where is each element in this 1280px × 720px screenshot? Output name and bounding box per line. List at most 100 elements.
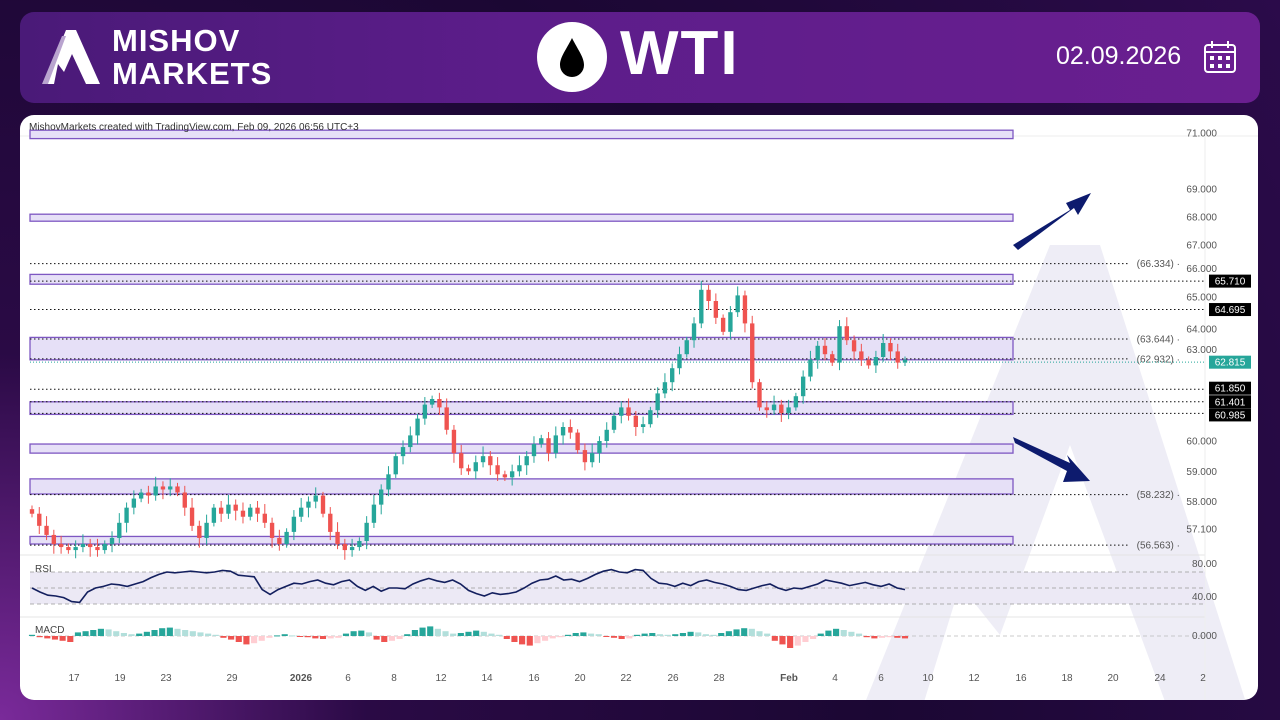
macd-histogram-bar — [189, 631, 196, 636]
candle-body — [502, 474, 508, 478]
macd-histogram-bar — [143, 631, 150, 636]
candle-body — [306, 501, 311, 508]
macd-histogram-bar — [381, 636, 388, 642]
price-tick: 64.000 — [1186, 325, 1217, 336]
macd-histogram-bar — [373, 636, 380, 640]
macd-histogram-bar — [564, 634, 572, 636]
candle-body — [429, 399, 435, 405]
candle-body — [357, 540, 362, 548]
macd-histogram-bar — [595, 634, 602, 636]
price-chart[interactable]: (66.334) · (63.644) · (62.932) · (58.232) ·… — [20, 115, 1258, 700]
macd-histogram-bar — [136, 633, 143, 636]
candle-body — [859, 351, 864, 360]
time-tick: 26 — [667, 673, 679, 684]
macd-histogram-bar — [764, 633, 771, 636]
macd-histogram-bar — [450, 633, 457, 636]
macd-histogram-bar — [748, 628, 755, 636]
candle-body — [677, 354, 682, 369]
macd-histogram-bar — [672, 634, 679, 636]
candle-body — [298, 507, 304, 517]
price-tick: 65.000 — [1186, 293, 1217, 304]
candle-body — [364, 522, 369, 541]
candle-body — [662, 382, 668, 394]
macd-histogram-bar — [718, 633, 725, 636]
level-label: (63.644) · — [1137, 334, 1180, 345]
candle-body — [495, 465, 500, 475]
macd-histogram-bar — [496, 634, 503, 636]
macd-histogram-bar — [871, 636, 878, 639]
macd-histogram-bar — [105, 629, 112, 636]
macd-histogram-bar — [51, 636, 59, 640]
price-tick: 57.100 — [1186, 524, 1217, 535]
candle-body — [640, 424, 646, 427]
candle-body — [524, 456, 529, 466]
candle-body — [335, 531, 340, 545]
support-resistance-zone — [29, 213, 1014, 222]
candle-body — [473, 462, 478, 472]
time-tick: 29 — [226, 673, 238, 684]
support-resistance-zone — [29, 273, 1014, 285]
price-tag: 61.401 — [1215, 397, 1246, 408]
macd-histogram-bar — [442, 631, 449, 636]
candle-body — [284, 531, 289, 545]
candle-body — [560, 427, 566, 436]
candle-body — [444, 407, 449, 430]
candle-body — [408, 435, 413, 448]
macd-histogram-bar — [488, 633, 495, 636]
candle-body — [553, 435, 558, 454]
candle-body — [386, 474, 391, 490]
mishov-logo-icon — [42, 30, 100, 84]
candle-body — [844, 326, 849, 341]
macd-histogram-bar — [128, 634, 135, 636]
time-tick: 24 — [1154, 673, 1166, 684]
candle-body — [531, 444, 537, 457]
macd-histogram-bar — [174, 628, 181, 636]
candle-body — [342, 544, 348, 551]
candle-body — [764, 407, 769, 411]
level-label: (56.563) · — [1137, 541, 1180, 552]
candle-body — [728, 312, 733, 332]
candle-body — [488, 456, 493, 466]
macd-histogram-bar — [296, 636, 304, 637]
level-label: (66.334) · — [1137, 259, 1180, 270]
candle-body — [117, 522, 122, 538]
macd-histogram-bar — [817, 633, 824, 636]
time-tick: 14 — [481, 673, 493, 684]
macd-histogram-bar — [840, 630, 847, 636]
candle-body — [102, 544, 107, 551]
macd-histogram-bar — [220, 636, 227, 638]
macd-histogram-bar — [465, 631, 472, 636]
macd-histogram-bar — [251, 636, 258, 644]
support-resistance-zone — [29, 535, 1014, 545]
date-label: 02.09.2026 — [1056, 42, 1182, 70]
macd-histogram-bar — [120, 633, 127, 636]
rsi-line — [31, 568, 906, 604]
candle-body — [233, 504, 238, 511]
time-tick: Feb — [780, 673, 798, 684]
time-tick: 6 — [345, 673, 351, 684]
chart-card[interactable]: (66.334) · (63.644) · (62.932) · (58.232) ·… — [20, 115, 1258, 700]
candle-body — [277, 537, 282, 545]
macd-histogram-bar — [273, 635, 281, 637]
macd-histogram-bar — [695, 632, 702, 636]
candle-body — [58, 544, 64, 548]
candle-body — [459, 453, 464, 469]
macd-histogram-bar — [404, 634, 411, 636]
macd-histogram-bar — [228, 636, 235, 640]
macd-histogram-bar — [725, 631, 732, 636]
candle-body — [837, 326, 842, 363]
candle-body — [320, 495, 326, 514]
candle-body — [720, 317, 726, 332]
price-tag: 60.985 — [1215, 410, 1246, 421]
up-arrow-icon — [1013, 193, 1091, 250]
macd-histogram-bar — [855, 633, 863, 636]
macd-histogram-bar — [159, 628, 166, 636]
candle-body — [131, 498, 137, 508]
macd-histogram-bar — [327, 636, 334, 639]
candle-body — [880, 343, 886, 357]
candle-body — [422, 404, 428, 419]
candle-body — [786, 407, 791, 413]
candle-body — [750, 323, 755, 383]
macd-histogram-bar — [557, 636, 564, 638]
candle-body — [124, 507, 129, 523]
